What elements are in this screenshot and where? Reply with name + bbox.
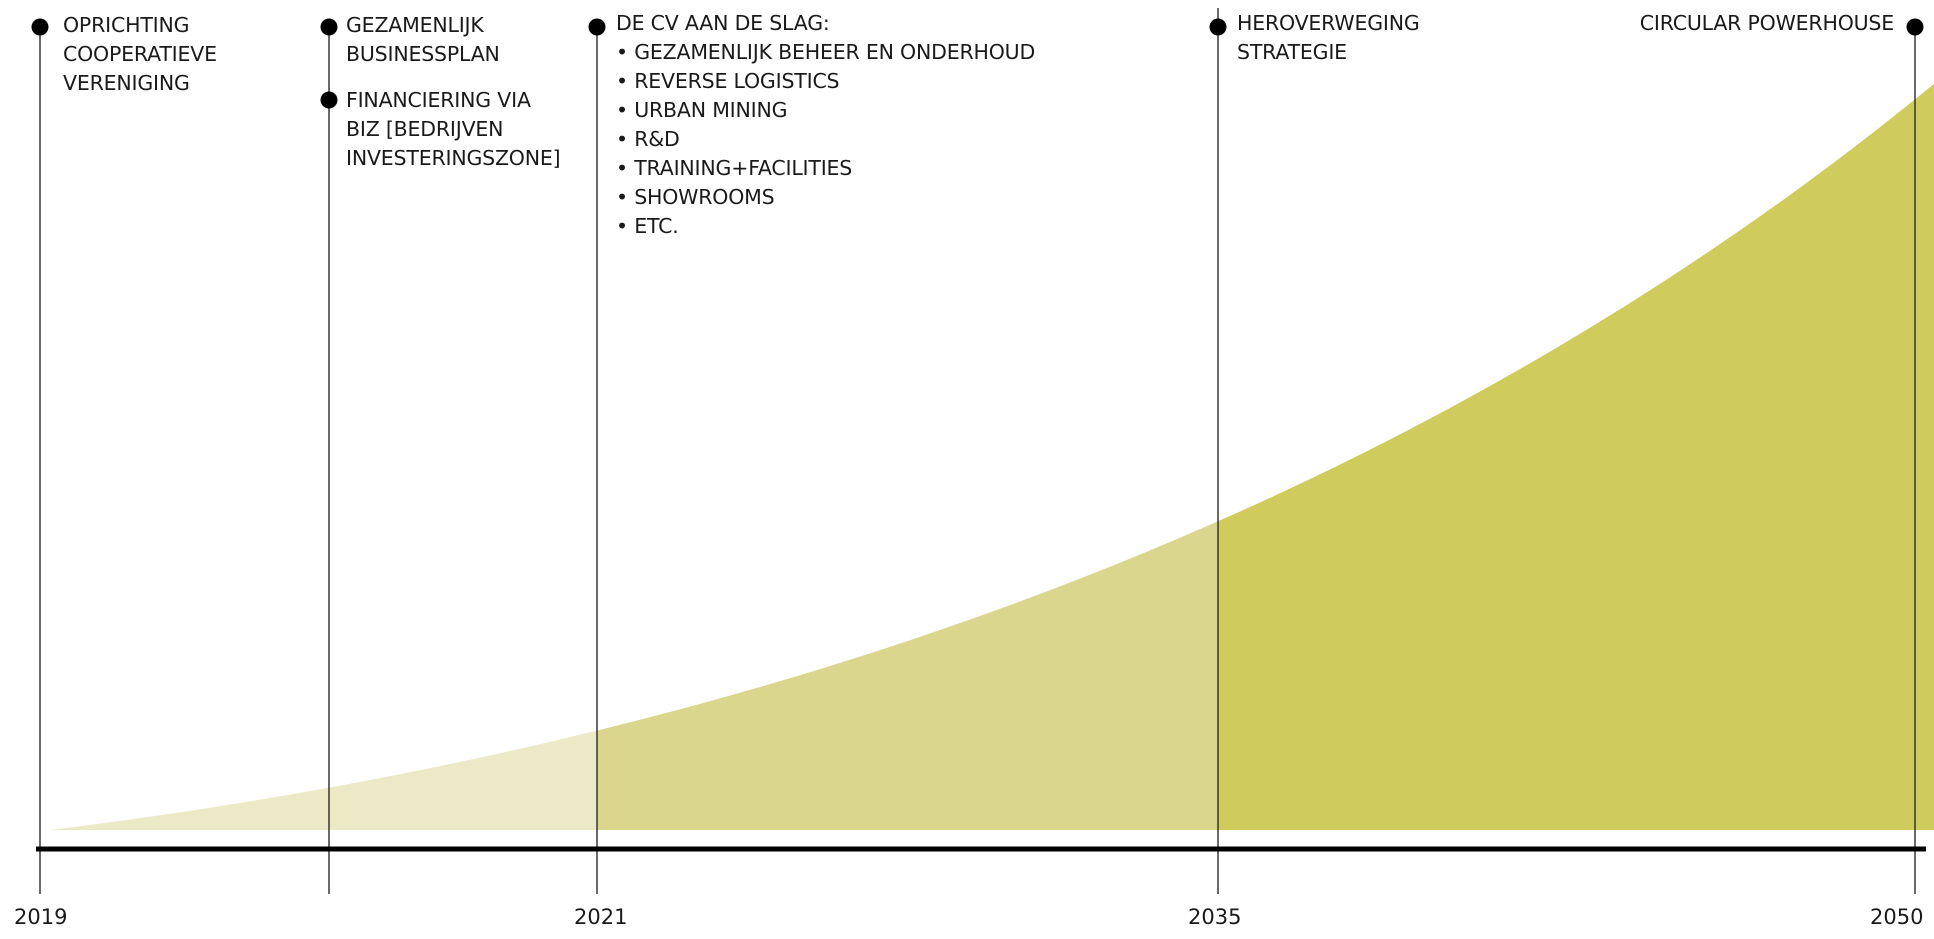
milestone-list-item: • R&D: [616, 127, 680, 151]
year-label-2021: 2021: [574, 905, 628, 929]
milestone-text-line: HEROVERWEGING: [1237, 11, 1420, 35]
milestone-text-line: STRATEGIE: [1237, 40, 1347, 64]
milestone-text-line: INVESTERINGSZONE]: [346, 146, 561, 170]
milestone-oprichting: OPRICHTING COOPERATIEVE VERENIGING: [63, 11, 217, 98]
milestone-list-item: • REVERSE LOGISTICS: [616, 69, 840, 93]
milestone-businessplan: GEZAMENLIJK BUSINESSPLAN: [346, 11, 500, 69]
milestone-dot-businessplan: [320, 18, 338, 36]
milestone-text-line: BUSINESSPLAN: [346, 42, 500, 66]
milestone-list-item: • URBAN MINING: [616, 98, 788, 122]
milestone-dot-oprichting: [31, 18, 49, 36]
milestone-text-line: FINANCIERING VIA: [346, 88, 531, 112]
year-label-2019: 2019: [14, 905, 68, 929]
milestone-title: DE CV AAN DE SLAG:: [616, 11, 830, 35]
growth-area-phase-2: [597, 521, 1218, 830]
milestone-powerhouse: CIRCULAR POWERHOUSE: [1640, 9, 1894, 38]
milestone-financiering: FINANCIERING VIA BIZ [BEDRIJVEN INVESTER…: [346, 86, 561, 173]
milestone-list-item: • SHOWROOMS: [616, 185, 775, 209]
milestone-text-line: CIRCULAR POWERHOUSE: [1639, 11, 1894, 35]
milestone-dot-cv-aan-de-slag: [588, 18, 606, 36]
growth-area-phase-1: [50, 730, 597, 830]
year-label-2050: 2050: [1870, 905, 1924, 929]
milestone-list-item: • GEZAMENLIJK BEHEER EN ONDERHOUD: [616, 40, 1036, 64]
milestone-text-line: BIZ [BEDRIJVEN: [346, 117, 504, 141]
milestone-heroverweging: HEROVERWEGING STRATEGIE: [1237, 9, 1420, 67]
growth-area-phase-3: [1218, 83, 1934, 830]
milestone-list-item: • TRAINING+FACILITIES: [616, 156, 853, 180]
milestone-text-line: OPRICHTING: [63, 13, 190, 37]
milestone-dot-heroverweging: [1209, 18, 1227, 36]
milestone-text-line: VERENIGING: [63, 71, 190, 95]
year-label-2035: 2035: [1188, 905, 1242, 929]
milestone-text-line: COOPERATIEVE: [63, 42, 217, 66]
milestone-text-line: GEZAMENLIJK: [346, 13, 484, 37]
milestone-list-item: • ETC.: [616, 214, 679, 238]
milestone-dot-powerhouse: [1906, 18, 1924, 36]
milestone-dot-financiering: [320, 91, 338, 109]
milestone-cv-aan-de-slag: DE CV AAN DE SLAG: • GEZAMENLIJK BEHEER …: [616, 9, 1035, 241]
